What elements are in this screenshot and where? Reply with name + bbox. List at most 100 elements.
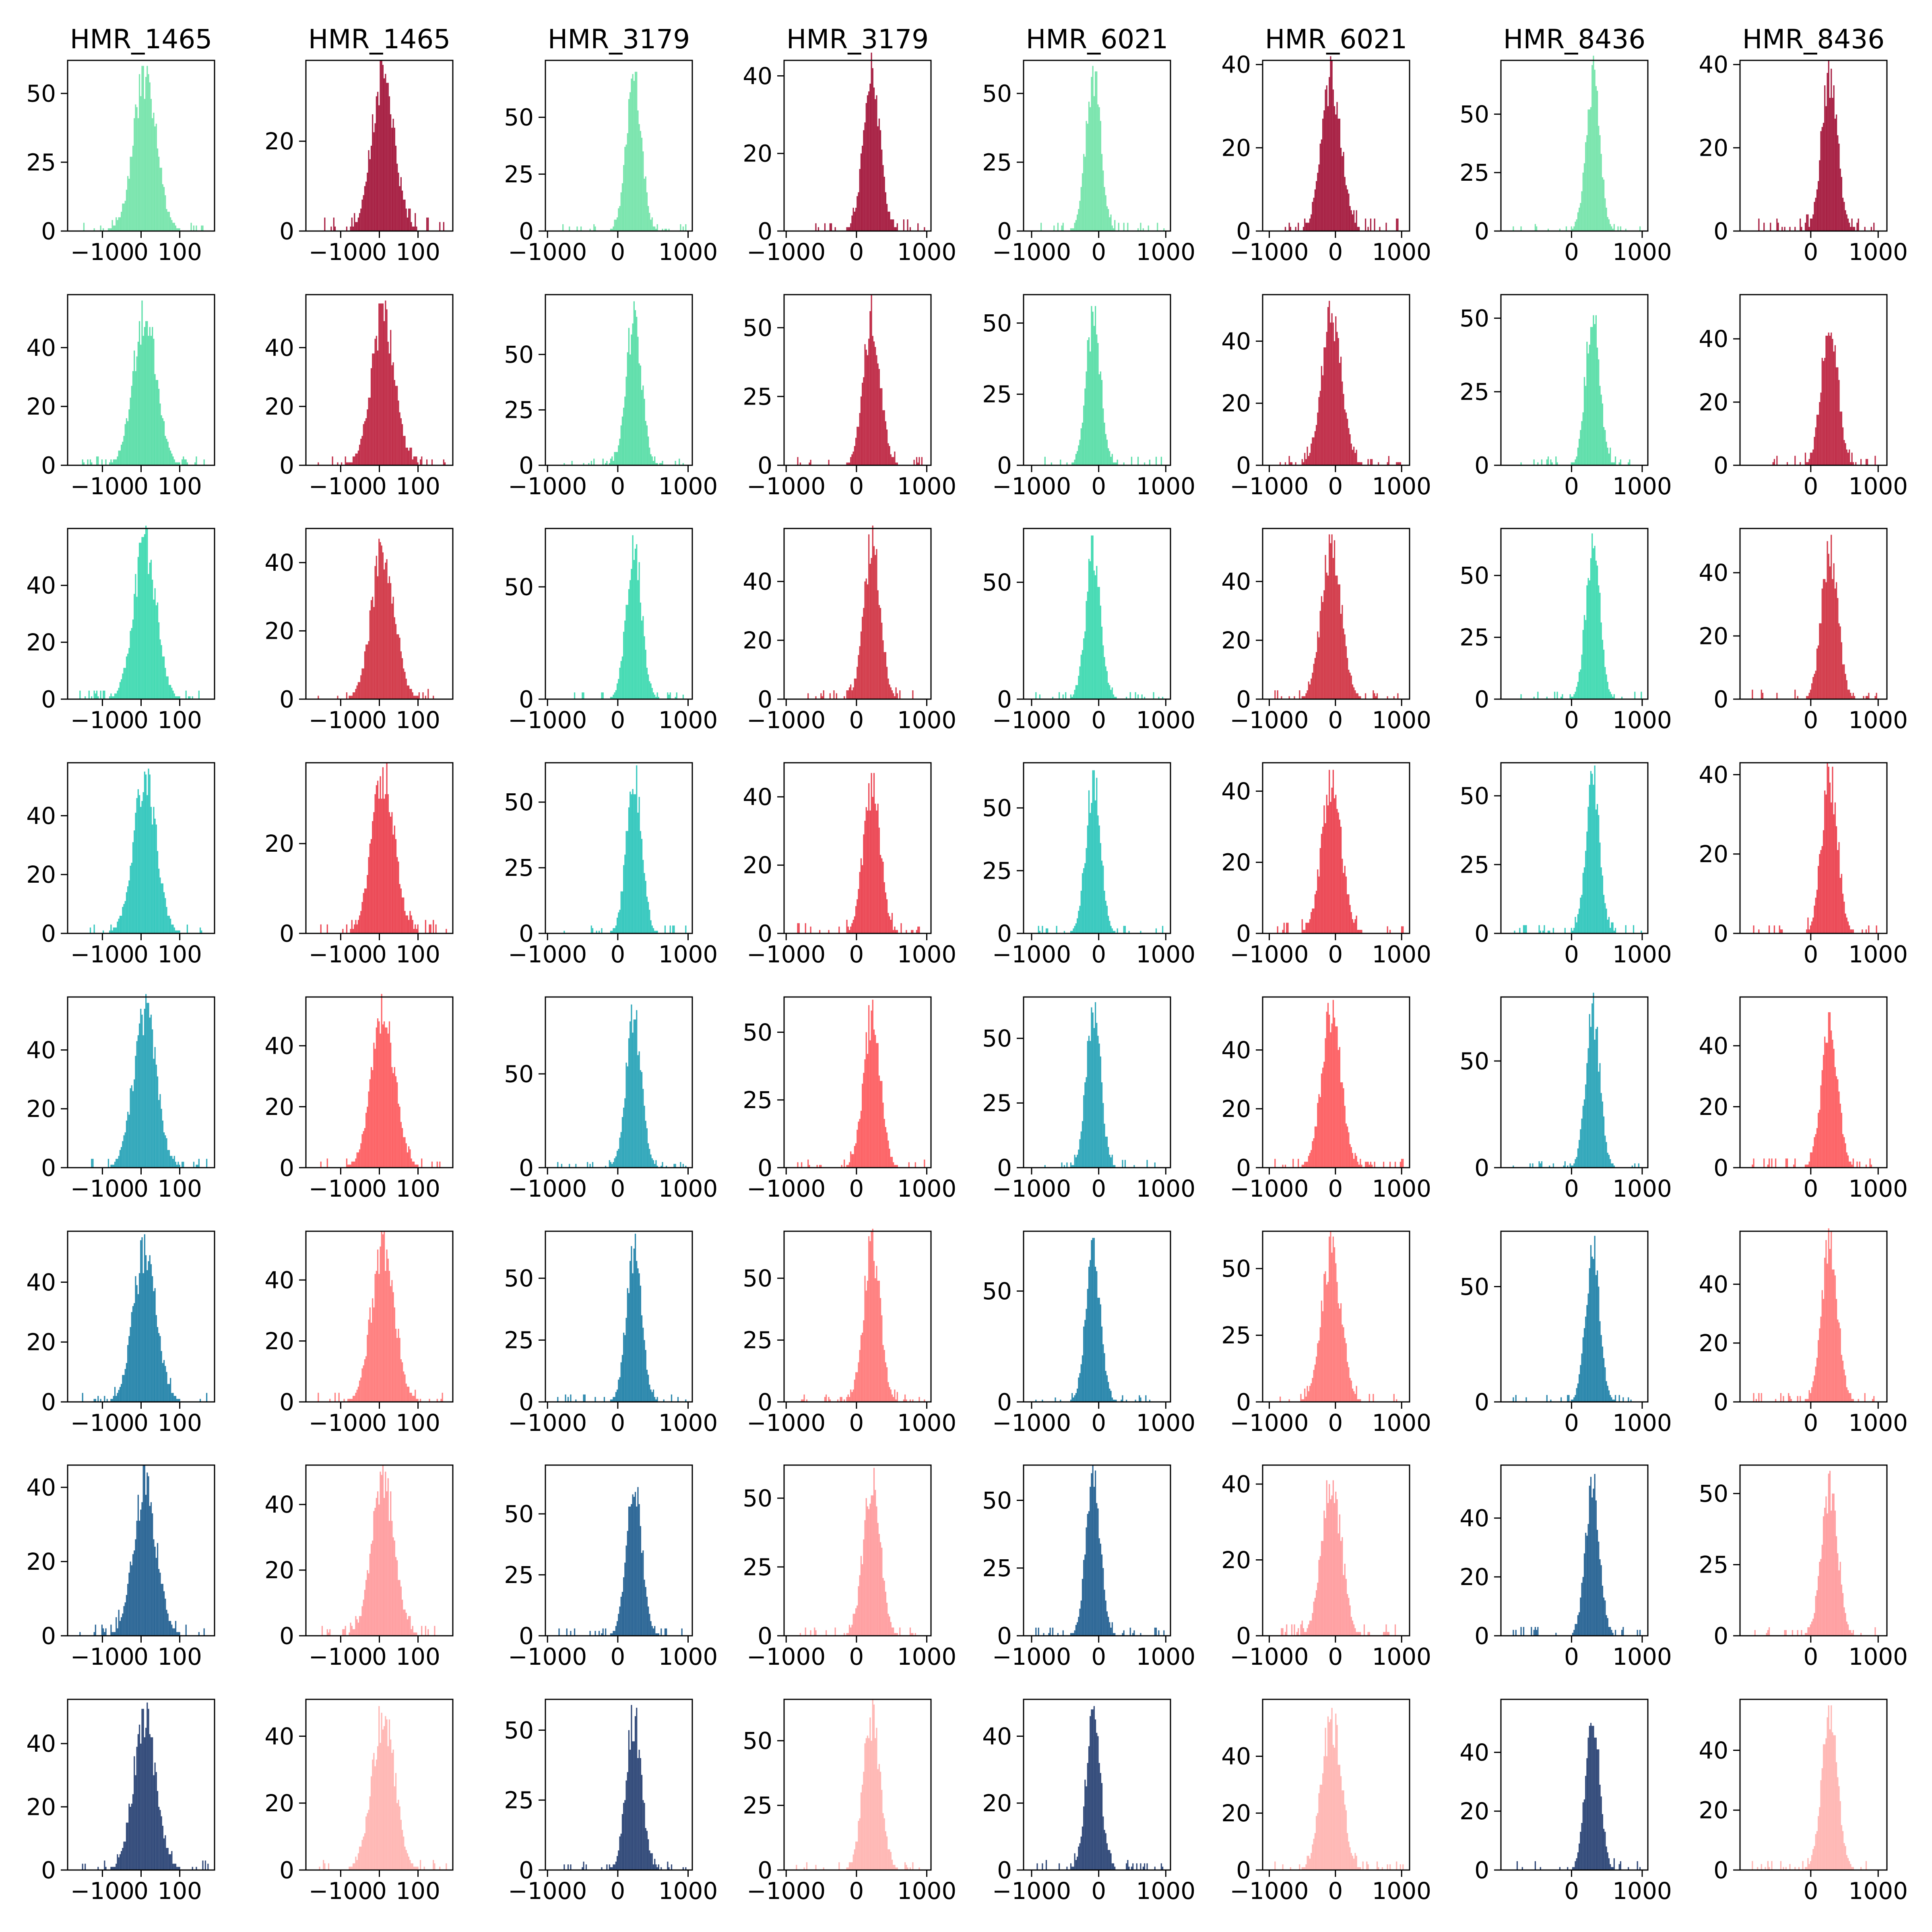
histogram-bar — [1556, 462, 1558, 465]
histogram-bar — [1311, 1383, 1312, 1402]
histogram-bar — [1865, 696, 1867, 699]
histogram-bar — [101, 459, 103, 465]
histogram-bar — [658, 697, 659, 699]
axes-frame — [545, 996, 693, 1168]
histogram-bar — [1084, 1320, 1086, 1402]
histogram-bar — [91, 696, 93, 699]
histogram-bar — [1282, 1164, 1284, 1168]
y-tick-label: 50 — [1459, 782, 1489, 809]
histogram-bar — [1604, 667, 1606, 699]
histogram-bar — [1101, 1326, 1103, 1402]
histogram-bar — [1823, 579, 1825, 699]
histogram-bar — [381, 60, 382, 231]
histogram-bar — [409, 448, 411, 465]
histogram-bar — [171, 687, 173, 699]
histogram-bar — [912, 1862, 914, 1870]
histogram-bar — [373, 1042, 375, 1168]
histogram-bar — [1603, 1829, 1605, 1870]
histogram-bar — [896, 693, 898, 699]
histogram-bar — [355, 1856, 357, 1870]
histogram-bar — [828, 1397, 830, 1402]
histogram-bar — [1071, 1165, 1073, 1168]
histogram-bar — [384, 799, 385, 933]
histogram-bar — [614, 1631, 615, 1636]
histogram-bar — [1348, 669, 1350, 699]
histogram-bar — [82, 459, 83, 465]
histogram-bar — [385, 74, 386, 231]
histogram-bar — [1816, 415, 1818, 465]
histogram-bar — [1343, 1790, 1344, 1870]
histogram-bar — [407, 1853, 409, 1870]
histogram-bar — [637, 812, 639, 933]
histogram-bar — [1833, 351, 1835, 465]
y-tick-label: 20 — [1699, 1797, 1728, 1824]
histogram-bar — [123, 203, 125, 231]
histogram-bar — [1606, 674, 1607, 699]
histogram-bar — [1340, 1303, 1342, 1402]
histogram-bar — [398, 1329, 399, 1402]
histogram-bar — [126, 1823, 128, 1870]
histogram-bar — [1536, 1630, 1538, 1636]
histogram-bar — [909, 227, 911, 231]
histogram-bar — [1336, 332, 1338, 465]
histogram-bar — [113, 1632, 114, 1636]
histogram-bar — [619, 1606, 621, 1636]
histogram-bar — [384, 321, 385, 465]
histogram-bar — [867, 1054, 869, 1168]
histogram-bar — [126, 1595, 128, 1636]
histogram-bar — [152, 118, 153, 231]
histogram-bar — [367, 409, 368, 465]
histogram-bar — [1789, 1864, 1791, 1870]
histogram-bar — [644, 398, 645, 465]
x-tick-label: 0 — [1803, 941, 1818, 968]
histogram-bar — [114, 693, 116, 699]
x-tick-label: 1000 — [1848, 706, 1908, 734]
histogram-bar — [838, 927, 840, 933]
histogram-bar — [1843, 1607, 1845, 1636]
axes-frame — [783, 528, 932, 700]
histogram-bar — [166, 676, 167, 699]
histogram-bar — [852, 1854, 854, 1870]
histogram-bar — [1163, 228, 1165, 231]
histogram-bar — [619, 1377, 621, 1402]
histogram-bar — [625, 1063, 627, 1168]
histogram-bar — [395, 624, 397, 699]
histogram-bar — [186, 925, 188, 933]
x-tick-label: 0 — [1091, 473, 1106, 500]
histogram-bar — [601, 1867, 603, 1870]
histogram-bar — [648, 206, 649, 231]
x-tick-label: −1000 — [747, 1643, 826, 1670]
histogram-bar — [1375, 696, 1377, 699]
histogram-bar — [583, 463, 584, 465]
y-tick-label: 40 — [1459, 1505, 1489, 1532]
histogram-bar — [1814, 437, 1815, 465]
histogram-bar — [369, 610, 371, 699]
histogram-bar — [399, 1338, 400, 1402]
histogram-bar — [365, 418, 367, 465]
histogram-bar — [881, 149, 883, 231]
histogram-bar — [1117, 459, 1118, 465]
histogram-bar — [1338, 1765, 1339, 1870]
histogram-bar — [179, 462, 180, 465]
histogram-bar — [179, 1164, 180, 1168]
histogram-bar — [623, 1577, 625, 1636]
histogram-bar — [141, 1014, 143, 1168]
histogram-bar — [1301, 919, 1303, 933]
histogram-bar — [1114, 1866, 1116, 1870]
histogram-bar — [1331, 1253, 1333, 1402]
histogram-bar — [1752, 689, 1753, 699]
histogram-bar — [167, 212, 169, 231]
histogram-bar — [851, 923, 853, 933]
histogram-bar — [373, 1753, 375, 1870]
x-tick-label: 1000 — [897, 1877, 957, 1905]
histogram-bar — [1577, 1148, 1579, 1168]
histogram-bar — [1612, 1399, 1614, 1402]
histogram-bar — [341, 462, 343, 465]
histogram-bar — [1794, 227, 1796, 231]
y-tick-label: 25 — [1459, 378, 1489, 406]
histogram-bar — [1587, 1738, 1589, 1870]
histogram-bar — [1094, 800, 1096, 933]
histogram-bar — [1123, 462, 1125, 465]
histogram-bar — [172, 925, 174, 933]
